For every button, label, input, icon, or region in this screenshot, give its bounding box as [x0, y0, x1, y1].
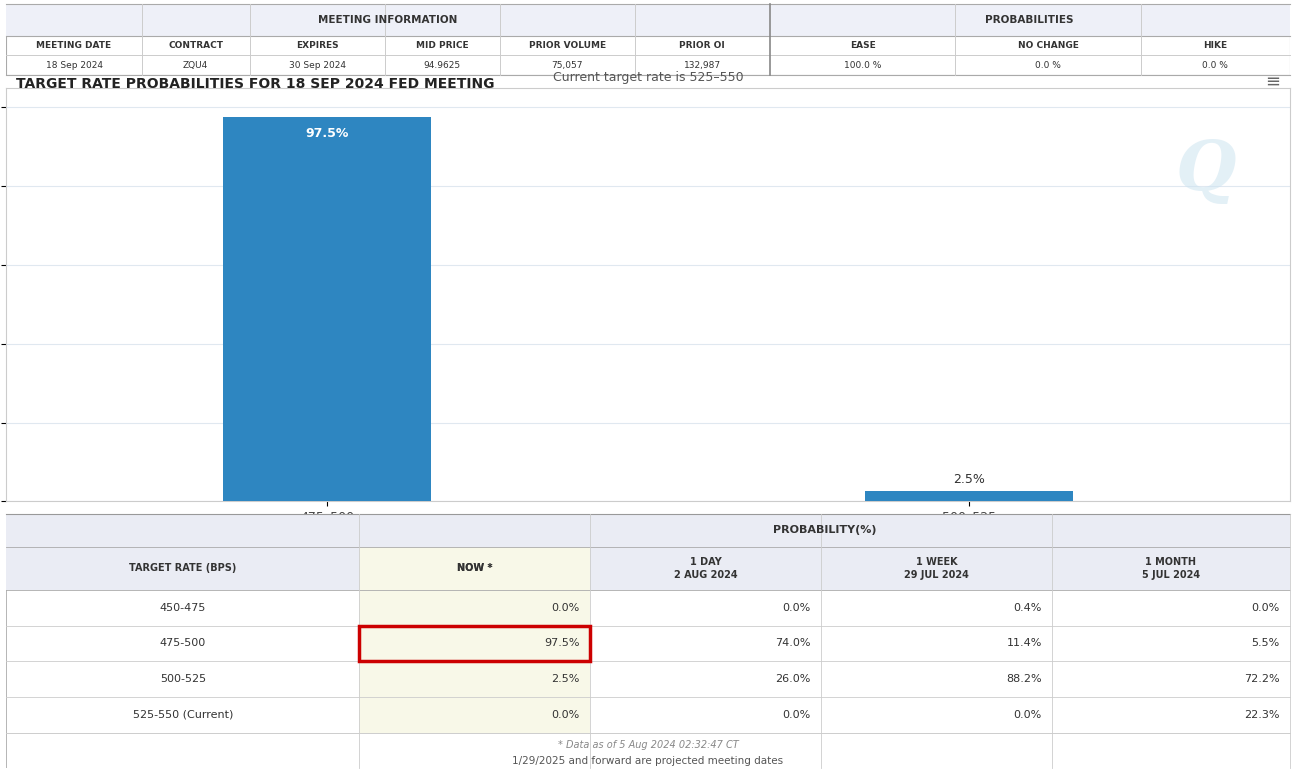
Text: 0.0 %: 0.0 %	[1036, 61, 1061, 70]
Text: NO CHANGE: NO CHANGE	[1017, 41, 1078, 50]
Text: 475-500: 475-500	[159, 638, 206, 648]
Text: 1 MONTH
5 JUL 2024: 1 MONTH 5 JUL 2024	[1142, 557, 1200, 580]
Text: 5.5%: 5.5%	[1251, 638, 1279, 648]
Text: TARGET RATE PROBABILITIES FOR 18 SEP 2024 FED MEETING: TARGET RATE PROBABILITIES FOR 18 SEP 202…	[16, 77, 494, 91]
Text: EXPIRES: EXPIRES	[295, 41, 338, 50]
Text: 1 DAY
2 AUG 2024: 1 DAY 2 AUG 2024	[674, 557, 737, 580]
Text: 2.5%: 2.5%	[953, 472, 985, 486]
Text: 11.4%: 11.4%	[1007, 638, 1042, 648]
Text: PROBABILITY(%): PROBABILITY(%)	[772, 525, 876, 535]
Text: NOW *: NOW *	[457, 564, 492, 574]
Text: MEETING INFORMATION: MEETING INFORMATION	[319, 15, 457, 25]
Text: 74.0%: 74.0%	[775, 638, 811, 648]
Text: 1/29/2025 and forward are projected meeting dates: 1/29/2025 and forward are projected meet…	[512, 756, 784, 766]
Text: 2.5%: 2.5%	[552, 674, 581, 684]
Text: 22.3%: 22.3%	[1244, 709, 1279, 720]
Text: 1 WEEK
29 JUL 2024: 1 WEEK 29 JUL 2024	[905, 557, 969, 580]
X-axis label: Target Rate (in bps): Target Rate (in bps)	[586, 531, 710, 544]
Text: 97.5%: 97.5%	[306, 127, 349, 141]
Text: MEETING DATE: MEETING DATE	[36, 41, 111, 50]
Bar	[359, 590, 590, 625]
Text: 0.0%: 0.0%	[783, 709, 811, 720]
Title: Current target rate is 525–550: Current target rate is 525–550	[552, 71, 744, 84]
Bar	[223, 117, 432, 501]
Text: Q: Q	[1175, 137, 1236, 205]
Text: 500-525: 500-525	[159, 674, 206, 684]
Text: 88.2%: 88.2%	[1006, 674, 1042, 684]
Text: 0.4%: 0.4%	[1013, 603, 1042, 613]
Bar	[359, 662, 590, 697]
Text: 0.0 %: 0.0 %	[1203, 61, 1229, 70]
Text: 18 Sep 2024: 18 Sep 2024	[45, 61, 102, 70]
Text: HIKE: HIKE	[1203, 41, 1227, 50]
Text: 0.0%: 0.0%	[552, 603, 581, 613]
Text: PRIOR VOLUME: PRIOR VOLUME	[529, 41, 605, 50]
Text: ZQU4: ZQU4	[183, 61, 209, 70]
Text: PRIOR OI: PRIOR OI	[679, 41, 726, 50]
Text: 100.0 %: 100.0 %	[844, 61, 881, 70]
Bar	[359, 547, 590, 590]
Text: MID PRICE: MID PRICE	[416, 41, 469, 50]
Bar	[864, 492, 1073, 501]
Text: 30 Sep 2024: 30 Sep 2024	[289, 61, 346, 70]
Text: 75,057: 75,057	[552, 61, 583, 70]
Text: NOW *: NOW *	[457, 564, 492, 574]
Text: 450-475: 450-475	[159, 603, 206, 613]
Text: 0.0%: 0.0%	[783, 603, 811, 613]
Bar	[359, 625, 590, 662]
Text: * Data as of 5 Aug 2024 02:32:47 CT: * Data as of 5 Aug 2024 02:32:47 CT	[557, 740, 739, 750]
Text: ≡: ≡	[1265, 73, 1280, 91]
Bar	[6, 4, 770, 36]
Text: 132,987: 132,987	[684, 61, 721, 70]
Bar	[6, 547, 1290, 590]
Text: TARGET RATE (BPS): TARGET RATE (BPS)	[130, 564, 237, 574]
Bar	[770, 4, 1290, 36]
Text: EASE: EASE	[850, 41, 876, 50]
Text: 0.0%: 0.0%	[1251, 603, 1279, 613]
Text: PROBABILITIES: PROBABILITIES	[985, 15, 1074, 25]
Bar	[359, 625, 590, 662]
Text: 72.2%: 72.2%	[1244, 674, 1279, 684]
Text: 0.0%: 0.0%	[1013, 709, 1042, 720]
Text: 525-550 (Current): 525-550 (Current)	[132, 709, 233, 720]
Text: 26.0%: 26.0%	[775, 674, 811, 684]
Bar	[359, 697, 590, 733]
Text: 97.5%: 97.5%	[544, 638, 581, 648]
Text: 94.9625: 94.9625	[424, 61, 461, 70]
Text: CONTRACT: CONTRACT	[168, 41, 223, 50]
Bar	[6, 513, 1290, 547]
Text: 0.0%: 0.0%	[552, 709, 581, 720]
